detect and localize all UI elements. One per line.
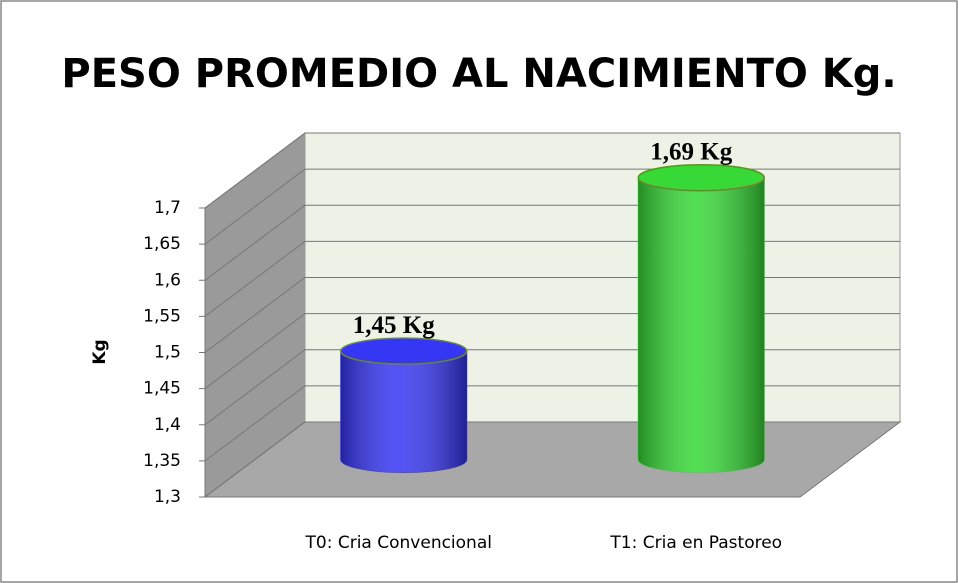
y-tick-label: 1,5 bbox=[154, 343, 181, 363]
x-tick-label: T1: Cria en Pastoreo bbox=[609, 533, 782, 553]
y-tick-label: 1,65 bbox=[143, 234, 181, 254]
cylinder-shading bbox=[340, 351, 467, 473]
value-label: 1,69 Kg bbox=[650, 138, 732, 165]
y-tick-label: 1,4 bbox=[154, 415, 181, 435]
cylinder-top bbox=[637, 163, 765, 192]
value-label: 1,45 Kg bbox=[353, 312, 435, 339]
y-tick-label: 1,3 bbox=[154, 487, 181, 507]
cylinder-top bbox=[340, 337, 468, 365]
x-tick-label: T0: Cria Convencional bbox=[305, 533, 492, 553]
cylinder-shading bbox=[638, 177, 765, 473]
y-tick-label: 1,7 bbox=[154, 198, 181, 218]
y-axis-label: Kg bbox=[90, 339, 110, 364]
y-tick-label: 1,35 bbox=[143, 451, 181, 471]
y-tick-label: 1,6 bbox=[154, 270, 181, 290]
chart-title: PESO PROMEDIO AL NACIMIENTO Kg. bbox=[61, 51, 896, 97]
y-tick-label: 1,45 bbox=[143, 379, 181, 399]
floor bbox=[203, 421, 902, 498]
y-tick-label: 1,55 bbox=[143, 306, 181, 326]
grid-line bbox=[204, 132, 900, 209]
